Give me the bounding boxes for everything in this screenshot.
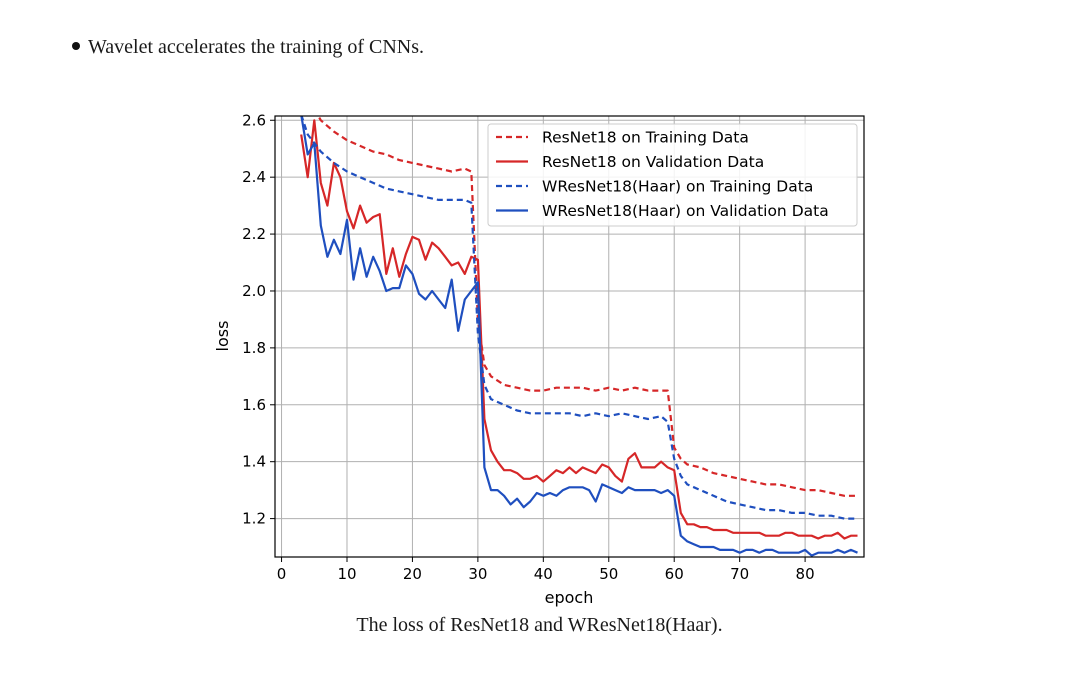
legend-label: ResNet18 on Training Data <box>542 129 749 147</box>
axis-ticks: 0 10 20 30 40 50 60 70 80 1.2 1.4 1.6 1.8 2.0 2.2 2.4 2.… <box>242 111 815 583</box>
y-tick-label: 2.6 <box>242 111 266 129</box>
x-tick-label: 30 <box>468 565 487 583</box>
figure-caption: The loss of ResNet18 and WResNet18(Haar)… <box>356 614 723 636</box>
series-group <box>300 116 858 557</box>
x-axis-label: epoch <box>545 588 594 607</box>
legend-box <box>487 123 858 227</box>
y-tick-label: 2.2 <box>242 225 266 243</box>
bullet-dot-icon <box>72 42 80 51</box>
legend-label: WResNet18(Haar) on Training Data <box>542 178 813 196</box>
x-tick-label: 60 <box>665 565 684 583</box>
y-tick-label: 1.6 <box>242 396 266 414</box>
legend: ResNet18 on Training Data ResNet18 on Val… <box>487 123 858 227</box>
y-tick-label: 1.8 <box>242 339 266 357</box>
bullet-text: Wavelet accelerates the training of CNNs… <box>88 36 425 58</box>
x-tick-label: 0 <box>277 565 287 583</box>
x-tick-label: 40 <box>534 565 553 583</box>
y-axis-label: loss <box>213 321 232 352</box>
legend-label: WResNet18(Haar) on Validation Data <box>542 202 829 220</box>
y-tick-label: 2.0 <box>242 282 266 300</box>
x-tick-label: 50 <box>599 565 618 583</box>
x-tick-label: 70 <box>730 565 749 583</box>
series-line-3 <box>300 116 858 520</box>
x-tick-label: 20 <box>403 565 422 583</box>
plot-frame <box>274 115 865 558</box>
y-tick-label: 2.4 <box>242 168 266 186</box>
series-line-2 <box>300 119 858 540</box>
y-tick-label: 1.4 <box>242 453 266 471</box>
x-tick-label: 10 <box>337 565 356 583</box>
legend-label: ResNet18 on Validation Data <box>542 153 764 171</box>
x-tick-label: 80 <box>796 565 815 583</box>
bullet-line: Wavelet accelerates the training of CNNs… <box>72 36 424 59</box>
series-line-4 <box>300 116 858 557</box>
series-line-1 <box>317 116 858 497</box>
y-tick-label: 1.2 <box>242 510 266 528</box>
